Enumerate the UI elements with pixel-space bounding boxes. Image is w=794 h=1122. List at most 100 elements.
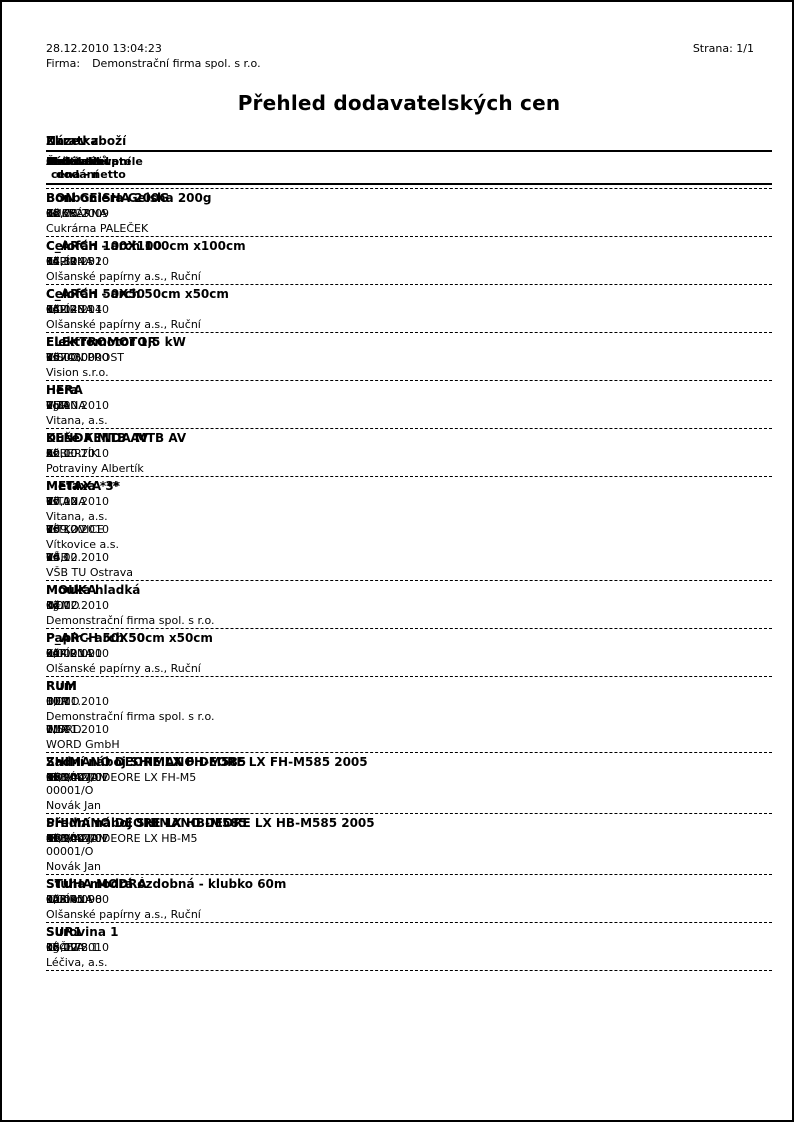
group-abbreviation: HERA xyxy=(46,383,83,397)
contract-value: KT/2007/0 00001/O xyxy=(46,832,102,858)
quantity-unit: ks xyxy=(46,351,59,364)
quantity-value: 0 xyxy=(46,695,53,708)
supplier-row: NOVÁK JAN SHIMANO DEORE LX FH-M5 0 ks 653,00… xyxy=(46,771,772,799)
group-title-row: MOUKA Mouka hladká xyxy=(46,583,772,599)
delivery-days: 0 xyxy=(46,832,53,845)
table-header-row-1: Zkratka Název zboží xyxy=(46,134,772,152)
supplier-row: PAPÍRNA 652.14.32 0 ks 17,80 Kč 0 14.12.2010 xyxy=(46,255,772,270)
supplier-full-name: Cukrárna PALEČEK xyxy=(46,222,149,235)
quantity-unit: kg xyxy=(46,399,60,412)
net-purchase-price: 15,00 xyxy=(46,941,78,954)
group-product-name: Rum xyxy=(46,679,77,693)
supplier-full-name: Demonstrační firma spol. s r.o. xyxy=(46,614,215,627)
delivery-days: 0 xyxy=(46,647,53,660)
net-purchase-price: 0,00 xyxy=(46,303,71,316)
product-group: METAXA 3* Metaxa *** VITANA 0 ks 77,00 Kč 0 10.1… xyxy=(46,476,772,580)
supplier-abbreviation: ALBERTÍK xyxy=(46,447,99,460)
group-abbreviation: KENDA MTB AV xyxy=(46,431,149,445)
quantity-unit: klubko xyxy=(46,893,83,906)
group-product-name: Metaxa *** xyxy=(46,479,119,493)
group-title-row: STUHA MODRÁ Stuha modrá ozdobná - klubko … xyxy=(46,877,772,893)
column-header-akt: Akt xyxy=(46,155,68,168)
contract-value: KT/2007/0 00001/O xyxy=(46,771,102,797)
price-currency: Kč xyxy=(46,893,60,906)
group-title-row: P_ARCH 50X50 Papír - arch 50cm x50cm xyxy=(46,631,772,647)
supplier-row: VŠB 0 ks 24,00 Kč 0 10.12.2010 xyxy=(46,551,772,566)
product-group: STUHA MODRÁ Stuha modrá ozdobná - klubko … xyxy=(46,874,772,922)
price-currency: Kč xyxy=(46,207,60,220)
actualization-date: 14.12.2010 xyxy=(46,599,109,612)
supplier-full-name: Olšanské papírny a.s., Ruční xyxy=(46,270,201,283)
supplier-abbreviation: VŠB xyxy=(46,551,69,564)
quantity-value: 0 xyxy=(46,771,53,784)
supplier-item-code: 35743 xyxy=(46,351,81,364)
actualization-date: 10.12.2010 xyxy=(46,523,109,536)
delivery-days: 0 xyxy=(46,695,53,708)
quantity-unit: ks xyxy=(46,771,59,784)
group-title-row: SHIMANO DEORE LX FH-M585 Zadní náboj SHIM… xyxy=(46,755,772,771)
supplier-full-name: Vitana, a.s. xyxy=(46,414,108,427)
quantity-unit: ks xyxy=(46,832,59,845)
delivery-days: 0 xyxy=(46,255,53,268)
quantity-value: 0 xyxy=(46,723,53,736)
product-group: SHIMANO DEORE LX FH-M585 Zadní náboj SHIM… xyxy=(46,752,772,813)
actualization-date: 11.11.2010 xyxy=(46,723,109,736)
actualization-date: 00.00.0000 xyxy=(46,893,109,906)
group-product-name: Přední náboj SHIMANO DEORE LX HB-M585 20… xyxy=(46,816,375,830)
net-purchase-price: 1,00 xyxy=(46,695,71,708)
product-group: KENDA MTB AV Duše KENDA MTB AV ALBERTÍK 0 ks… xyxy=(46,428,772,476)
product-group: HERA Hera VITANA 0 kg 1,30 EUR 0 25.10.2010 Vitan… xyxy=(46,380,772,428)
quantity-unit: ks xyxy=(46,255,59,268)
supplier-item-code: 652.14.32 xyxy=(46,255,102,268)
supplier-row: ALBERTÍK 0 ks 20,00 Kč 0 22.10.2010 xyxy=(46,447,772,462)
actualization-date: 25.10.2010 xyxy=(46,399,109,412)
price-currency: Kč xyxy=(46,255,60,268)
delivery-days: 12 xyxy=(46,599,60,612)
quantity-unit: kg xyxy=(46,941,60,954)
code-value: KT xyxy=(46,771,60,784)
price-currency: Kč xyxy=(46,495,60,508)
quantity-value: 0 xyxy=(46,893,53,906)
product-group: MOUKA Mouka hladká DEMO 0 kg 0,00 Kč 12 14.12.20… xyxy=(46,580,772,628)
group-product-name: Zadní náboj SHIMANO DEORE LX FH-M585 200… xyxy=(46,755,368,769)
column-header-mnozstvi: Množství xyxy=(46,155,102,168)
column-header-kod-dodavatele: Kód dodavatele xyxy=(46,155,143,168)
supplier-row: DEMO 0 l 1,00 EUR 0 11.11.2010 xyxy=(46,695,772,710)
quantity-unit: ks xyxy=(46,495,59,508)
supplier-row: PAPÍRNA 214.21.21 0 ks 0,00 Kč 0 00.00.0000 xyxy=(46,647,772,662)
supplier-row: WORD 0 l 1,50 EUR 0 11.11.2010 xyxy=(46,723,772,738)
group-title-row: SUR1 Surovina 1 xyxy=(46,925,772,941)
supplier-full-name: WORD GmbH xyxy=(46,738,120,751)
quantity-value: 0 xyxy=(46,255,53,268)
group-abbreviation: ELEKTROMOTOR xyxy=(46,335,157,349)
product-group: C_ARCH 50X50 Celofán - arch 50cm x50cm PAP… xyxy=(46,284,772,332)
quantity-value: 0 xyxy=(46,523,53,536)
actualization-date: 19.04.2007 xyxy=(46,832,109,845)
table-end-separator xyxy=(46,970,772,975)
net-purchase-price: 0,00 xyxy=(46,893,71,906)
net-purchase-price: 17,80 xyxy=(46,255,78,268)
actualization-date: 00.00.0000 xyxy=(46,647,109,660)
supplier-full-name: Demonstrační firma spol. s r.o. xyxy=(46,710,215,723)
net-purchase-price: 24,00 xyxy=(46,551,78,564)
price-currency: Kč xyxy=(46,351,60,364)
product-group: C_ARCH 100X100 Celofán - arch 100cm x100c… xyxy=(46,236,772,284)
supplier-full-name: Novák Jan xyxy=(46,860,102,873)
supplier-full-name: Olšanské papírny a.s., Ruční xyxy=(46,662,201,675)
supplier-item-code: SHIMANO DEORE LX FH-M5 xyxy=(46,771,197,784)
product-group: BON GEISHA 200G Bonboniera Geisha 200g CUK… xyxy=(46,188,772,236)
supplier-item-code: 214.21.21 xyxy=(46,647,102,660)
price-currency: Kč xyxy=(46,771,60,784)
column-header-pocet-dnu-dodani: Počet dnů dodání xyxy=(46,155,109,181)
supplier-abbreviation: PAPÍRNA xyxy=(46,303,93,316)
group-abbreviation: STUHA MODRÁ xyxy=(46,877,147,891)
net-purchase-price: 0,00 xyxy=(46,599,71,612)
supplier-abbreviation: VÍTKOVICE xyxy=(46,523,104,536)
quantity-unit: ks xyxy=(46,447,59,460)
product-group: RUM Rum DEMO 0 l 1,00 EUR 0 11.11.2010 Demonstrač… xyxy=(46,676,772,752)
column-header-cista-nakupni-cena: Čistá nákupní cena - netto xyxy=(46,155,131,181)
quantity-unit: ks xyxy=(46,523,59,536)
delivery-days: 0 xyxy=(46,941,53,954)
net-purchase-price: 0,00 xyxy=(46,647,71,660)
price-currency: Kč xyxy=(46,599,60,612)
